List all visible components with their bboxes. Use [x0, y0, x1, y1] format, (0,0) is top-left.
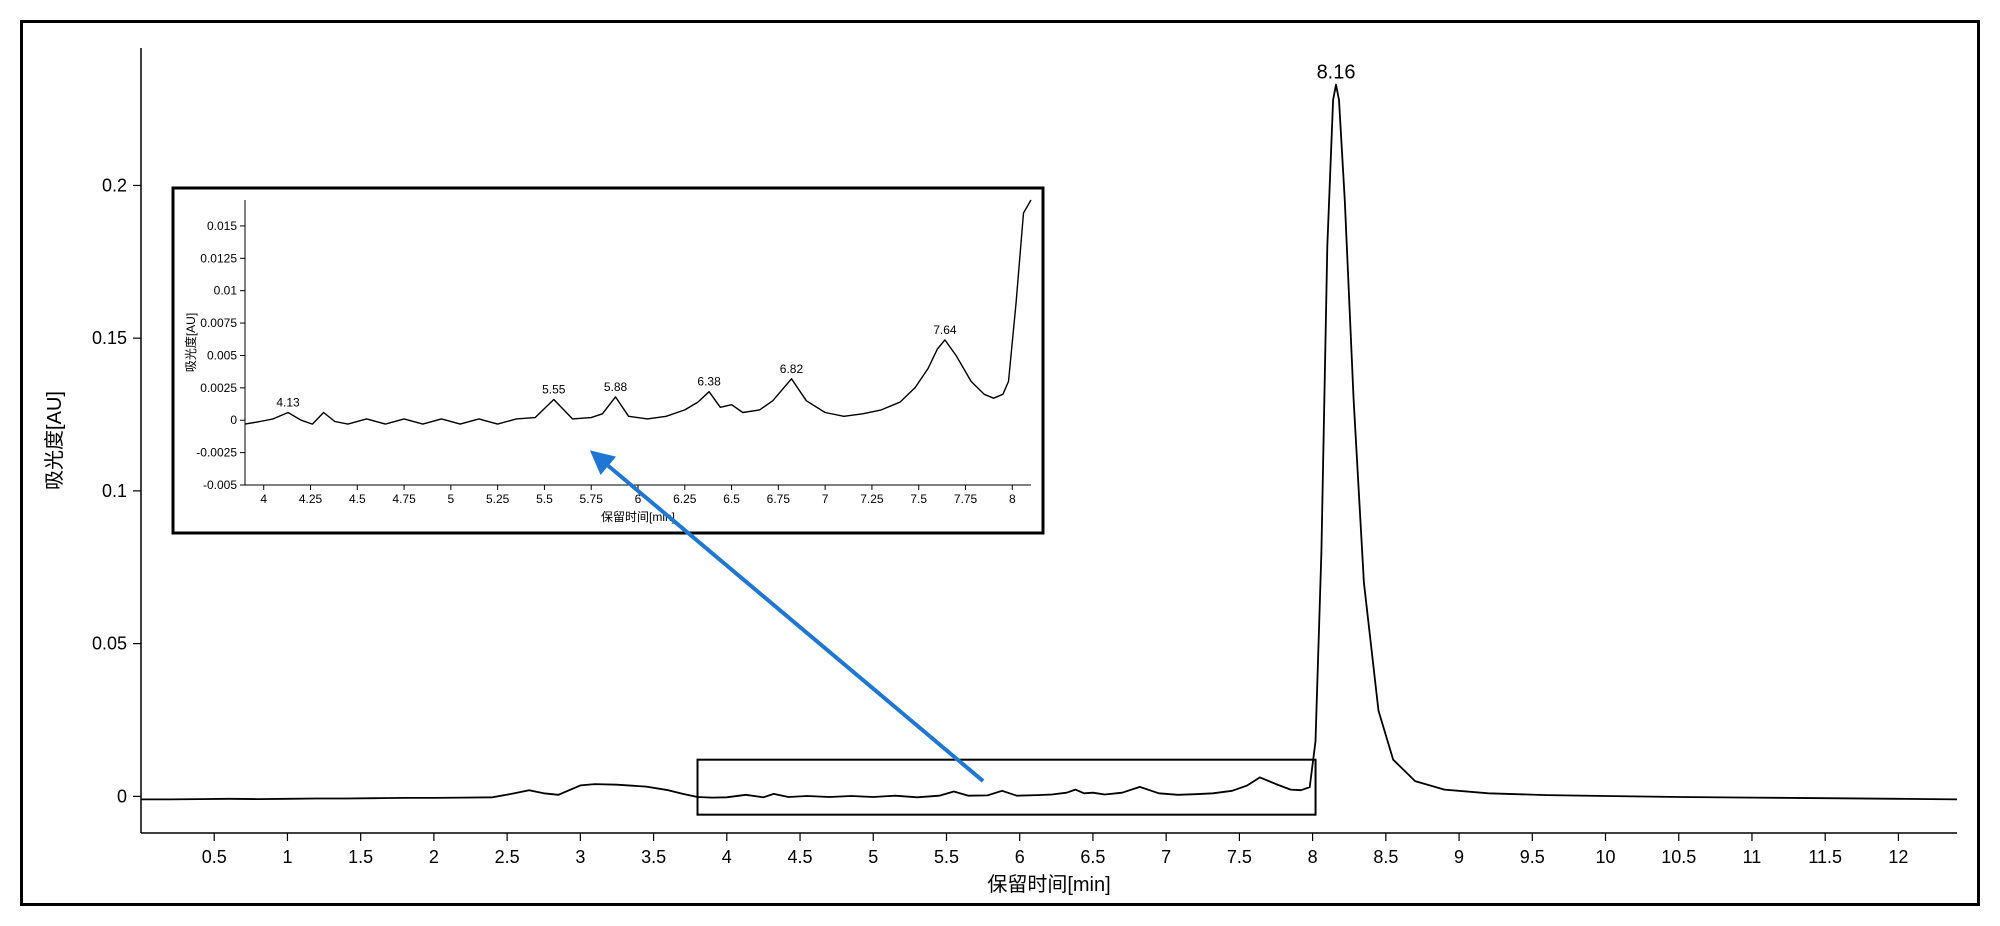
main-x-tick-label: 9.5 [1520, 847, 1545, 867]
main-y-tick-label: 0 [117, 786, 127, 806]
main-x-tick-label: 10.5 [1661, 847, 1696, 867]
inset-x-tick-label: 4.75 [392, 492, 416, 506]
inset-x-tick-label: 5.25 [486, 492, 510, 506]
main-x-tick-label: 10 [1596, 847, 1616, 867]
main-x-tick-label: 2.5 [495, 847, 520, 867]
main-x-tick-label: 0.5 [202, 847, 227, 867]
main-x-tick-label: 8 [1308, 847, 1318, 867]
main-x-tick-label: 1.5 [348, 847, 373, 867]
inset-y-tick-label: 0 [230, 413, 237, 427]
inset-y-tick-label: -0.005 [203, 478, 237, 492]
main-x-tick-label: 5.5 [934, 847, 959, 867]
inset-y-tick-label: 0.0025 [200, 381, 237, 395]
main-y-axis-label: 吸光度[AU] [43, 391, 66, 490]
chromatogram-panel: 0.511.522.533.544.555.566.577.588.599.51… [20, 20, 1980, 906]
main-y-tick-label: 0.15 [92, 328, 127, 348]
inset-y-tick-label: 0.01 [214, 284, 238, 298]
inset-peak-label: 5.88 [604, 380, 628, 394]
main-x-tick-label: 12 [1888, 847, 1908, 867]
inset-x-tick-label: 8 [1009, 492, 1016, 506]
inset-x-tick-label: 5.5 [536, 492, 553, 506]
main-y-tick-label: 0.05 [92, 634, 127, 654]
main-x-tick-label: 5 [868, 847, 878, 867]
inset-x-tick-label: 6.5 [723, 492, 740, 506]
zoom-selection-box [698, 760, 1316, 815]
main-y-tick-label: 0.1 [102, 481, 127, 501]
inset-y-tick-label: 0.0075 [200, 316, 237, 330]
inset-peak-label: 7.64 [933, 323, 957, 337]
inset-x-tick-label: 5.75 [580, 492, 604, 506]
main-x-tick-label: 9 [1454, 847, 1464, 867]
inset-x-tick-label: 7.5 [910, 492, 927, 506]
inset-y-tick-label: 0.005 [207, 348, 237, 362]
inset-x-tick-label: 6.25 [673, 492, 697, 506]
inset-peak-label: 4.13 [276, 395, 300, 409]
inset-peak-label: 6.82 [780, 362, 804, 376]
inset-x-tick-label: 4 [260, 492, 267, 506]
inset-x-tick-label: 4.5 [349, 492, 366, 506]
inset-y-tick-label: 0.0125 [200, 251, 237, 265]
chromatogram-svg: 0.511.522.533.544.555.566.577.588.599.51… [23, 23, 1977, 903]
main-x-tick-label: 4 [722, 847, 732, 867]
inset-peak-label: 5.55 [542, 383, 566, 397]
inset-y-axis-label: 吸光度[AU] [183, 313, 198, 372]
main-x-tick-label: 3.5 [641, 847, 666, 867]
main-x-tick-label: 7 [1161, 847, 1171, 867]
main-x-tick-label: 11 [1743, 847, 1762, 867]
inset-y-tick-label: 0.015 [207, 219, 237, 233]
main-x-tick-label: 2 [429, 847, 439, 867]
inset-x-tick-label: 7.25 [860, 492, 884, 506]
inset-x-tick-label: 6.75 [767, 492, 791, 506]
inset-panel [173, 188, 1043, 533]
main-y-tick-label: 0.2 [102, 175, 127, 195]
inset-y-tick-label: -0.0025 [196, 446, 237, 460]
inset-x-tick-label: 7 [822, 492, 829, 506]
main-x-tick-label: 1 [282, 847, 292, 867]
main-x-axis-label: 保留时间[min] [987, 873, 1110, 896]
main-x-tick-label: 7.5 [1227, 847, 1252, 867]
inset-x-tick-label: 4.25 [299, 492, 323, 506]
main-peak-label: 8.16 [1317, 62, 1356, 84]
inset-x-tick-label: 7.75 [954, 492, 978, 506]
main-x-tick-label: 4.5 [788, 847, 813, 867]
inset-peak-label: 6.38 [697, 375, 721, 389]
main-x-tick-label: 3 [575, 847, 585, 867]
main-x-tick-label: 6.5 [1080, 847, 1105, 867]
inset-x-tick-label: 5 [448, 492, 455, 506]
main-x-tick-label: 11.5 [1808, 847, 1842, 867]
main-x-tick-label: 8.5 [1373, 847, 1398, 867]
main-x-tick-label: 6 [1015, 847, 1025, 867]
